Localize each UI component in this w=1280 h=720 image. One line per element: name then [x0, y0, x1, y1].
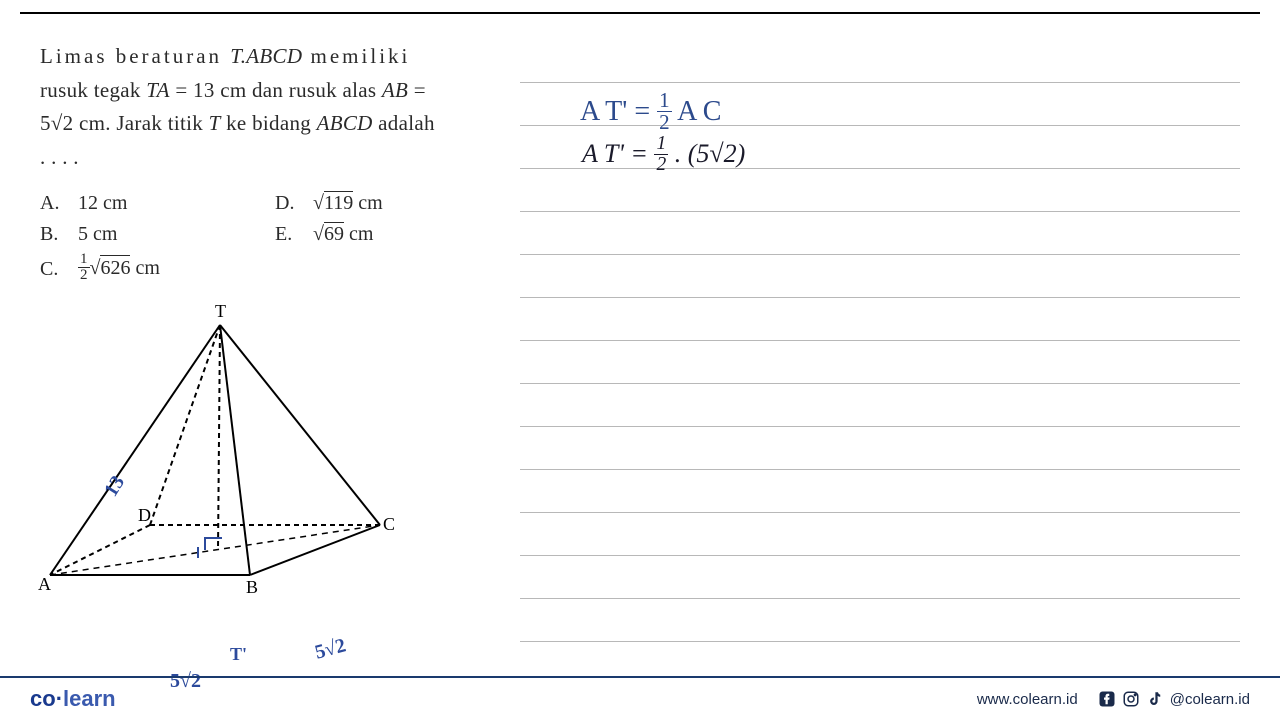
handwriting-line1: A T' = 12 A C — [580, 92, 721, 135]
q-ab: AB — [382, 78, 408, 102]
q-l2a: rusuk tegak — [40, 78, 146, 102]
edge-ta — [50, 325, 220, 575]
q-dots: . . . . — [40, 145, 79, 169]
q-l2c: = — [408, 78, 426, 102]
option-c: C. 12√626 cm — [40, 254, 265, 285]
rule-line — [520, 341, 1240, 384]
annot-tprime: T' — [230, 644, 247, 665]
brand-logo: co·learn — [30, 686, 116, 712]
option-a-letter: A. — [40, 192, 64, 215]
handwriting-line2: A T' = 12 . (5√2) — [582, 136, 745, 176]
rule-line — [520, 599, 1240, 642]
edge-da — [50, 525, 150, 575]
q-word2: memiliki — [302, 44, 410, 68]
facebook-icon — [1098, 690, 1116, 708]
option-e: E. √69 cm — [275, 223, 500, 246]
label-t: T — [215, 301, 226, 321]
option-b-value: 5 cm — [78, 223, 117, 246]
question-text: Limas beraturan T.ABCD memiliki rusuk te… — [40, 40, 500, 174]
q-word1: Limas beraturan — [40, 44, 230, 68]
option-b: B. 5 cm — [40, 223, 265, 246]
brand-co: co — [30, 686, 56, 711]
right-panel: A T' = 12 A C A T' = 12 . (5√2) — [520, 40, 1260, 660]
rule-line — [520, 212, 1240, 255]
q-t: T — [209, 111, 221, 135]
q-ta: TA — [146, 78, 170, 102]
footer-url: www.colearn.id — [977, 691, 1078, 708]
label-a: A — [38, 574, 51, 594]
label-c: C — [383, 514, 395, 534]
rule-line — [520, 384, 1240, 427]
footer-handle: @colearn.id — [1170, 691, 1250, 708]
brand-dot: · — [56, 686, 63, 711]
edge-bc — [250, 525, 380, 575]
rule-line — [520, 556, 1240, 599]
right-angle-marker — [205, 538, 222, 550]
footer-right: www.colearn.id @colearn.id — [977, 690, 1250, 708]
option-a-value: 12 cm — [78, 192, 127, 215]
left-panel: Limas beraturan T.ABCD memiliki rusuk te… — [40, 40, 520, 660]
footer-bar: co·learn www.colearn.id @colearn.id — [0, 676, 1280, 720]
social-icons: @colearn.id — [1098, 690, 1250, 708]
annot-bc: 5√2 — [313, 634, 349, 664]
option-c-letter: C. — [40, 258, 64, 281]
rule-line — [520, 298, 1240, 341]
option-a: A. 12 cm — [40, 192, 265, 215]
height-tt — [218, 325, 220, 550]
q-tabcd: T.ABCD — [230, 44, 302, 68]
tiktok-icon — [1146, 690, 1164, 708]
edge-tc — [220, 325, 380, 525]
option-d-letter: D. — [275, 192, 299, 215]
option-b-letter: B. — [40, 223, 64, 246]
label-b: B — [246, 577, 258, 597]
option-d-value: √119 cm — [313, 192, 383, 215]
q-l3b: ke bidang — [221, 111, 317, 135]
top-border — [20, 12, 1260, 14]
rule-line — [520, 255, 1240, 298]
brand-learn: learn — [63, 686, 116, 711]
label-d: D — [138, 505, 151, 525]
option-c-value: 12√626 cm — [78, 254, 160, 285]
option-e-value: √69 cm — [313, 223, 373, 246]
q-abcd: ABCD — [317, 111, 373, 135]
edge-td — [150, 325, 220, 525]
pyramid-svg: T A B C D — [20, 295, 420, 605]
rule-line — [520, 427, 1240, 470]
q-l3c: adalah — [373, 111, 435, 135]
q-l3a: 5√2 cm. Jarak titik — [40, 111, 209, 135]
rule-line — [520, 40, 1240, 83]
rule-line — [520, 513, 1240, 556]
options-list: A. 12 cm D. √119 cm B. 5 cm E. √69 cm C.… — [40, 192, 500, 285]
rule-line — [520, 470, 1240, 513]
option-d: D. √119 cm — [275, 192, 500, 215]
content-area: Limas beraturan T.ABCD memiliki rusuk te… — [40, 40, 1260, 660]
pyramid-diagram: T A B C D 13 5√2 5√2 T' — [20, 295, 500, 610]
q-l2b: = 13 cm dan rusuk alas — [170, 78, 382, 102]
instagram-icon — [1122, 690, 1140, 708]
option-e-letter: E. — [275, 223, 299, 246]
edge-tb — [220, 325, 250, 575]
